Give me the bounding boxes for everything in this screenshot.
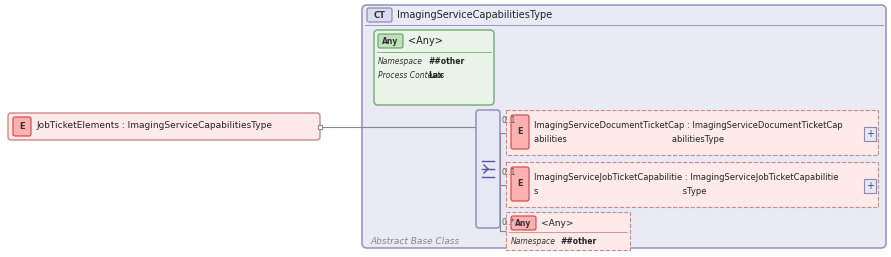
Text: Process Contents: Process Contents	[378, 70, 445, 79]
Text: E: E	[20, 122, 25, 131]
Text: 0..1: 0..1	[502, 168, 517, 177]
FancyBboxPatch shape	[511, 167, 529, 201]
FancyBboxPatch shape	[511, 115, 529, 149]
Text: Any: Any	[382, 36, 398, 45]
FancyBboxPatch shape	[511, 216, 536, 230]
Text: ImagingServiceDocumentTicketCap : ImagingServiceDocumentTicketCap: ImagingServiceDocumentTicketCap : Imagin…	[534, 122, 843, 131]
FancyBboxPatch shape	[374, 30, 494, 105]
Text: Any: Any	[515, 218, 532, 227]
Text: Abstract Base Class: Abstract Base Class	[370, 237, 459, 246]
Bar	[506, 110, 878, 155]
Text: E: E	[517, 127, 523, 136]
Bar	[864, 179, 876, 193]
Bar	[506, 162, 878, 207]
Text: ##other: ##other	[428, 58, 464, 67]
Text: ##other: ##other	[560, 237, 596, 246]
FancyBboxPatch shape	[13, 117, 31, 136]
Text: 0..1: 0..1	[502, 116, 517, 125]
Text: Namespace: Namespace	[378, 58, 423, 67]
Bar	[864, 127, 876, 141]
Text: JobTicketElements : ImagingServiceCapabilitiesType: JobTicketElements : ImagingServiceCapabi…	[36, 122, 272, 131]
Text: Lax: Lax	[428, 70, 443, 79]
Text: +: +	[866, 181, 874, 191]
FancyBboxPatch shape	[476, 110, 500, 228]
Text: <Any>: <Any>	[408, 36, 443, 46]
FancyBboxPatch shape	[362, 5, 886, 248]
Bar	[506, 212, 630, 250]
Text: ImagingServiceCapabilitiesType: ImagingServiceCapabilitiesType	[397, 10, 552, 20]
Text: +: +	[866, 129, 874, 139]
Text: 0..*: 0..*	[502, 218, 516, 227]
Text: abilities                                        abilitiesType: abilities abilitiesType	[534, 135, 724, 144]
Text: s                                                       sType: s sType	[534, 188, 707, 197]
FancyBboxPatch shape	[8, 113, 320, 140]
FancyBboxPatch shape	[378, 34, 403, 48]
Text: <Any>: <Any>	[541, 218, 574, 227]
Text: CT: CT	[373, 11, 386, 20]
Text: ImagingServiceJobTicketCapabilitie : ImagingServiceJobTicketCapabilitie: ImagingServiceJobTicketCapabilitie : Ima…	[534, 173, 838, 182]
FancyBboxPatch shape	[367, 8, 392, 22]
Text: Namespace: Namespace	[511, 237, 556, 246]
Text: E: E	[517, 179, 523, 188]
